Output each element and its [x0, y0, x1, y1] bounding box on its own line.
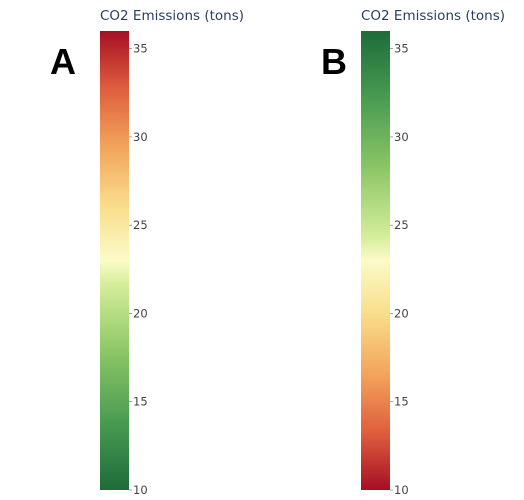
colorbar-tick-label: 25: [133, 218, 148, 232]
colorbar-tick-label: 20: [394, 306, 409, 320]
colorbar-gradient: [100, 31, 129, 490]
colorbar-a: 10 15 20 25 30 35: [100, 31, 148, 497]
colorbar-tick-label: 15: [394, 395, 409, 409]
colorbar-tick-label: 30: [394, 130, 409, 144]
colorbar-b: 10 15 20 25 30 35: [361, 31, 409, 497]
colorbar-tick-label: 30: [133, 130, 148, 144]
colorbar-tick-label: 35: [394, 42, 409, 56]
colorbar-tick-label: 35: [133, 42, 148, 56]
colorbar-title-a: CO2 Emissions (tons): [100, 8, 244, 24]
colorbar-title-b: CO2 Emissions (tons): [361, 8, 505, 24]
colorbar-tick-label: 10: [133, 483, 148, 497]
panel-letter-a: A: [50, 41, 76, 82]
panel-letter-b: B: [321, 41, 347, 82]
colorbar-tick-label: 25: [394, 218, 409, 232]
colorbar-gradient: [361, 31, 390, 490]
colorbar-tick-label: 15: [133, 395, 148, 409]
colorbar-panel-b: B CO2 Emissions (tons) 10 15 20 25 30 35: [262, 0, 524, 500]
colorbar-tick-label: 20: [133, 306, 148, 320]
colorbar-panel-a: A CO2 Emissions (tons) 10 15 20 25 30 35: [50, 8, 244, 497]
colorbar-tick-label: 10: [394, 483, 409, 497]
